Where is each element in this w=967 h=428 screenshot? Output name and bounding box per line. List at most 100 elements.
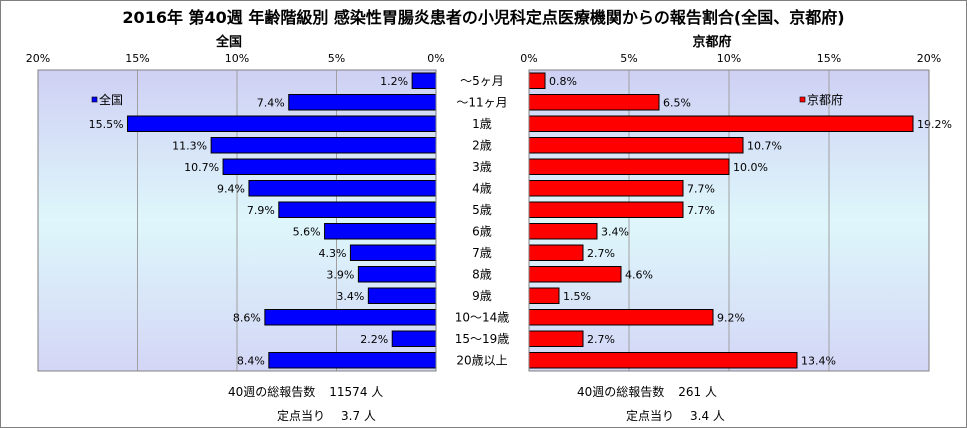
footer-national-per-value: 3.7 人	[341, 409, 376, 423]
category-label: 3歳	[472, 160, 492, 174]
footer-kyoto-per: 定点当り 3.4 人	[626, 407, 725, 424]
data-label-kyoto: 10.7%	[747, 139, 782, 152]
data-label-kyoto: 19.2%	[917, 118, 952, 131]
tick-label-kyoto: 20%	[917, 52, 941, 65]
data-label-national: 8.4%	[237, 354, 265, 367]
data-label-kyoto: 4.6%	[625, 268, 653, 281]
data-label-national: 8.6%	[233, 311, 261, 324]
plot-border-national	[37, 69, 437, 372]
data-label-national: 3.4%	[336, 290, 364, 303]
plot-border-kyoto	[528, 69, 930, 372]
panel-kyoto: 0% 5% 10% 15% 20% 京都府 0.8% 6.5% 19.2% 10.7% 10.0% 7…	[520, 34, 952, 372]
bar-national	[268, 352, 437, 369]
bar-kyoto	[528, 115, 914, 132]
bar-national	[357, 266, 437, 283]
tick-label-kyoto: 5%	[620, 52, 637, 65]
category-label: 9歳	[472, 289, 492, 303]
data-label-national: 2.2%	[360, 333, 388, 346]
legend-label-kyoto: 京都府	[807, 92, 843, 107]
tick-label-kyoto: 0%	[520, 52, 537, 65]
tick-label-kyoto: 10%	[717, 52, 741, 65]
data-label-kyoto: 6.5%	[663, 96, 691, 109]
bar-kyoto	[528, 330, 584, 347]
data-label-kyoto: 9.2%	[717, 311, 745, 324]
bar-kyoto	[528, 223, 598, 240]
footer-kyoto-total-label: 40週の総報告数	[577, 385, 665, 399]
legend-swatch-national	[91, 96, 98, 103]
category-label: ～11ヶ月	[456, 95, 507, 109]
bar-national	[411, 72, 437, 89]
bar-national	[264, 309, 437, 326]
bar-national	[210, 137, 437, 154]
data-label-kyoto: 7.7%	[687, 182, 715, 195]
tick-label-kyoto: 15%	[817, 52, 841, 65]
footer-kyoto-total-value: 261 人	[678, 385, 718, 399]
bar-kyoto	[528, 201, 684, 218]
data-label-kyoto: 3.4%	[601, 225, 629, 238]
bar-national	[278, 201, 437, 218]
panel-national: 0% 5% 10% 15% 20% 全国 1.2% 7.4% 15.5% 11.3% 10.7% 9.…	[26, 34, 445, 372]
category-label: 8歳	[472, 267, 492, 281]
bar-national	[367, 287, 437, 304]
bar-national	[391, 330, 437, 347]
category-label: 6歳	[472, 224, 492, 238]
category-label: 20歳以上	[456, 353, 507, 367]
tick-label-national: 5%	[328, 52, 345, 65]
footer-national-per-label: 定点当り	[277, 409, 326, 423]
data-label-national: 5.6%	[293, 225, 321, 238]
bar-kyoto	[528, 72, 546, 89]
data-label-kyoto: 1.5%	[563, 290, 591, 303]
data-label-national: 7.4%	[257, 96, 285, 109]
bar-kyoto	[528, 266, 622, 283]
footer-national-total-value: 11574 人	[329, 385, 384, 399]
data-label-national: 11.3%	[172, 139, 207, 152]
bar-kyoto	[528, 180, 684, 197]
footer-national-total-label: 40週の総報告数	[228, 385, 316, 399]
category-label: 1歳	[472, 117, 492, 131]
tick-label-national: 15%	[125, 52, 149, 65]
bar-kyoto	[528, 309, 714, 326]
tick-label-national: 10%	[225, 52, 249, 65]
data-label-kyoto: 2.7%	[587, 333, 615, 346]
panel-title-national: 全国	[215, 34, 242, 50]
category-label: 15～19歳	[455, 332, 510, 346]
data-label-kyoto: 0.8%	[549, 75, 577, 88]
bar-kyoto	[528, 137, 744, 154]
bar-national	[248, 180, 437, 197]
footer-kyoto-per-value: 3.4 人	[690, 409, 725, 423]
bar-kyoto	[528, 287, 560, 304]
bar-national	[349, 244, 437, 261]
category-label: 4歳	[472, 181, 492, 195]
data-label-national: 15.5%	[89, 118, 124, 131]
data-label-national: 10.7%	[184, 161, 219, 174]
tick-label-national: 20%	[26, 52, 50, 65]
bar-national	[324, 223, 437, 240]
panel-title-kyoto: 京都府	[692, 34, 731, 50]
category-label: 5歳	[472, 203, 492, 217]
data-label-national: 3.9%	[326, 268, 354, 281]
category-label: 2歳	[472, 138, 492, 152]
footer-national-total: 40週の総報告数 11574 人	[228, 383, 383, 400]
category-label: 10～14歳	[455, 310, 510, 324]
data-label-kyoto: 2.7%	[587, 247, 615, 260]
bar-national	[127, 115, 437, 132]
chart-title: 2016年 第40週 年齢階級別 感染性胃腸炎患者の小児科定点医療機関からの報告…	[122, 8, 845, 27]
legend-label-national: 全国	[99, 92, 123, 107]
footer-kyoto-total: 40週の総報告数 261 人	[577, 383, 717, 400]
category-label: ～5ヶ月	[460, 74, 504, 88]
footer-kyoto-per-label: 定点当り	[626, 409, 675, 423]
data-label-national: 7.9%	[247, 204, 275, 217]
data-label-kyoto: 10.0%	[733, 161, 768, 174]
category-label: 7歳	[472, 246, 492, 260]
data-label-kyoto: 7.7%	[687, 204, 715, 217]
data-label-national: 9.4%	[217, 182, 245, 195]
legend-swatch-kyoto	[799, 96, 806, 103]
bar-national	[288, 94, 437, 111]
bar-kyoto	[528, 94, 660, 111]
bar-kyoto	[528, 158, 730, 175]
bar-kyoto	[528, 352, 798, 369]
data-label-national: 4.3%	[318, 247, 346, 260]
bar-kyoto	[528, 244, 584, 261]
bar-national	[222, 158, 437, 175]
